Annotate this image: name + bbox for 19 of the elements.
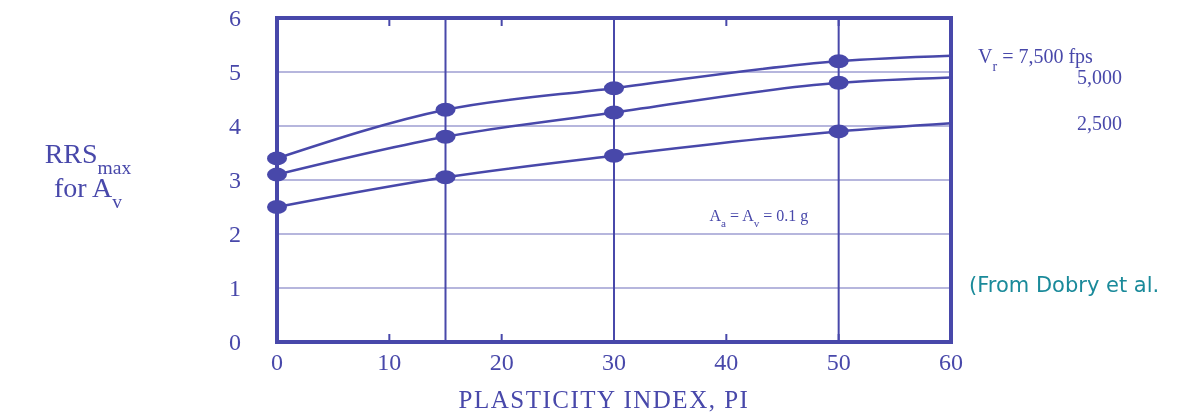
y-tick-label: 6 bbox=[229, 5, 241, 31]
y-tick-label: 5 bbox=[229, 59, 241, 85]
text: (From Dobry et al. bbox=[969, 272, 1160, 297]
x-tick-label: 20 bbox=[489, 349, 514, 375]
y-tick-label: 4 bbox=[229, 113, 241, 139]
x-tick-label: 30 bbox=[602, 349, 626, 375]
x-tick-label: 0 bbox=[271, 349, 283, 375]
text: 2,500 bbox=[1077, 112, 1122, 135]
x-tick-label: 40 bbox=[714, 349, 739, 375]
x-axis-title: PLASTICITY INDEX, PI bbox=[458, 386, 750, 413]
y-tick-label: 1 bbox=[229, 275, 241, 301]
y-axis-title: RRS$_{max}$ for A$_{v}$ bbox=[44, 138, 132, 212]
y-tick-label: 3 bbox=[229, 167, 241, 193]
y-tick-label: 0 bbox=[229, 329, 241, 355]
x-tick-label: 60 bbox=[939, 349, 963, 375]
x-tick-label: 10 bbox=[377, 349, 402, 375]
annotation: A$_{a}$ = A$_{v}$ = 0.1 g bbox=[709, 206, 809, 229]
y-tick-label: 2 bbox=[229, 221, 241, 247]
x-tick-label: 50 bbox=[826, 349, 851, 375]
